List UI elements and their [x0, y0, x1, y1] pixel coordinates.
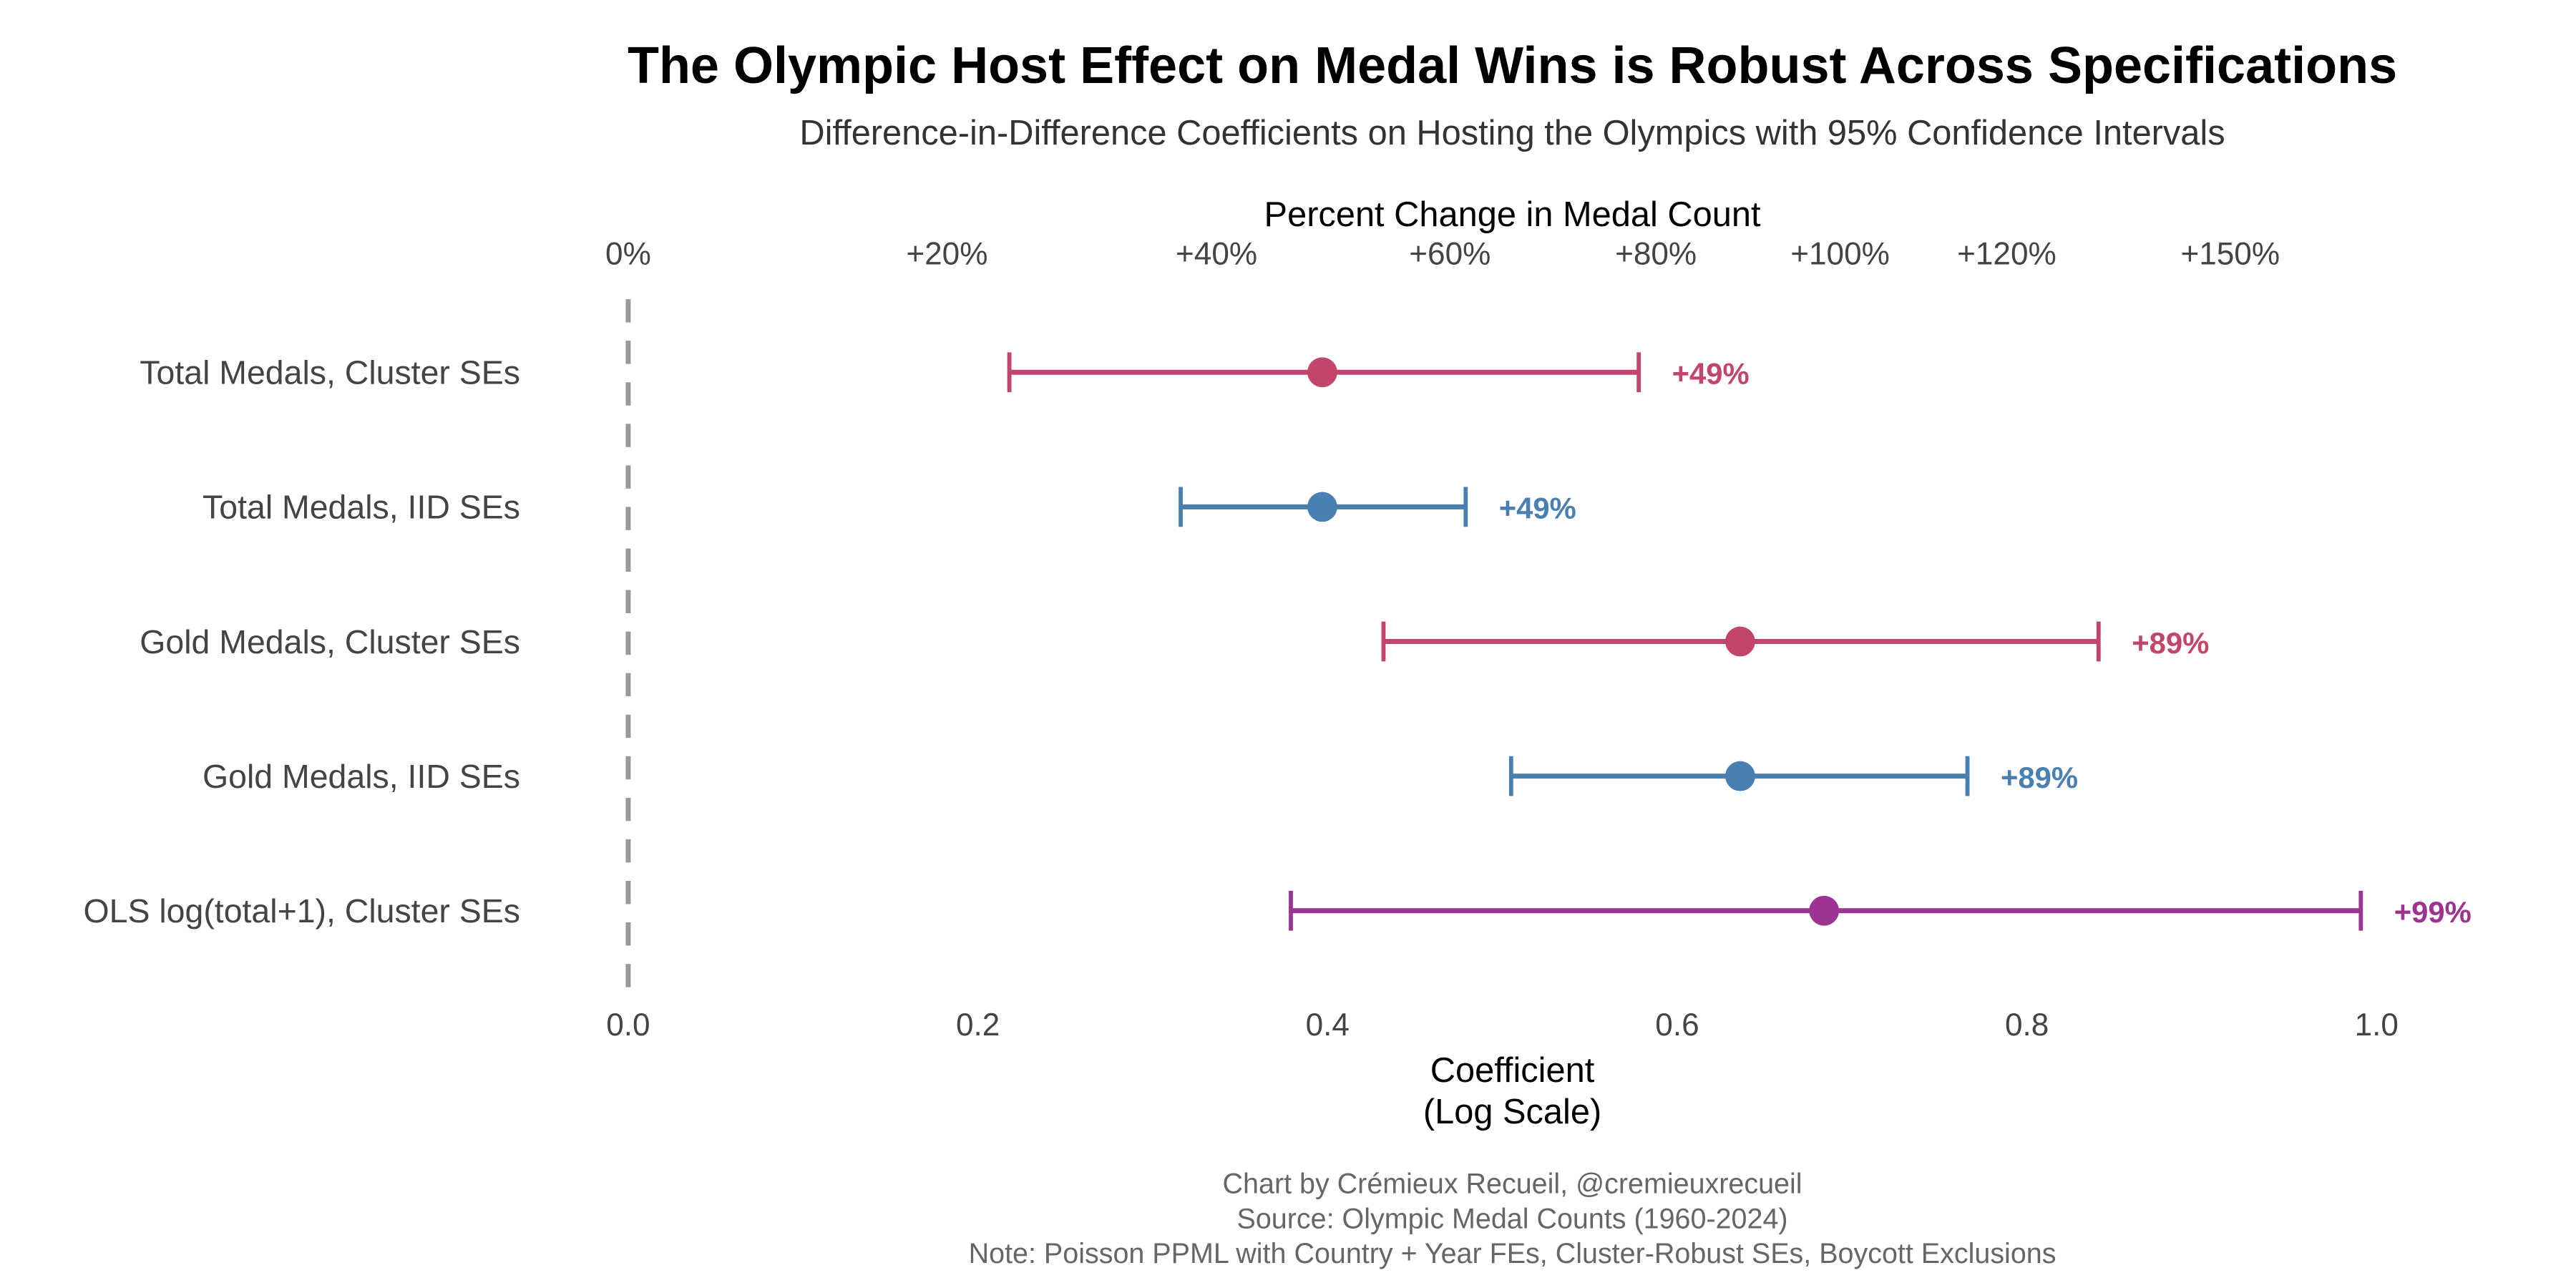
x-tick-label: 0.2	[956, 1008, 1000, 1043]
x-tick-label: 0.4	[1306, 1008, 1350, 1043]
estimate-row: OLS log(total+1), Cluster SEs +99%	[84, 890, 2472, 931]
x-axis-title-line2: (Log Scale)	[1423, 1093, 1601, 1131]
row-label: Gold Medals, Cluster SEs	[140, 623, 520, 660]
point-estimate	[1725, 626, 1755, 657]
effect-label: +49%	[1499, 492, 1576, 525]
x-axis-title-line1: Coefficient	[1430, 1051, 1595, 1090]
top-tick-label: +20%	[906, 236, 987, 271]
x-tick-label: 1.0	[2355, 1008, 2399, 1043]
caption-source: Source: Olympic Medal Counts (1960-2024)	[1237, 1203, 1788, 1234]
chart-subtitle: Difference-in-Difference Coefficients on…	[799, 114, 2225, 152]
top-tick-label: +150%	[2180, 236, 2280, 271]
estimate-row: Gold Medals, Cluster SEs +89%	[140, 621, 2209, 662]
row-label: Gold Medals, IID SEs	[203, 758, 520, 795]
top-tick-label: +100%	[1790, 236, 1890, 271]
caption-credit: Chart by Crémieux Recueil, @cremieuxrecu…	[1223, 1169, 1802, 1200]
top-tick-label: +40%	[1176, 236, 1257, 271]
row-label: OLS log(total+1), Cluster SEs	[84, 892, 520, 930]
estimate-row: Total Medals, IID SEs +49%	[203, 487, 1576, 527]
effect-label: +89%	[2001, 761, 2078, 794]
point-estimate	[1725, 761, 1755, 791]
effect-label: +89%	[2132, 626, 2209, 660]
top-tick-label: 0%	[605, 236, 651, 271]
x-tick-label: 0.8	[2005, 1008, 2049, 1043]
x-tick-label: 0.6	[1655, 1008, 1699, 1043]
effect-label: +99%	[2394, 895, 2472, 929]
x-axis-ticks: 0.0 0.2 0.4 0.6 0.8 1.0	[606, 1008, 2399, 1043]
estimates: Total Medals, Cluster SEs +49%Total Medal…	[84, 352, 2472, 931]
top-axis-ticks: 0% +20% +40% +60% +80% +100% +120% +150%	[605, 236, 2280, 271]
estimate-row: Gold Medals, IID SEs +89%	[203, 756, 2078, 796]
top-tick-label: +60%	[1409, 236, 1491, 271]
caption-note: Note: Poisson PPML with Country + Year F…	[969, 1238, 2057, 1269]
point-estimate	[1809, 895, 1840, 926]
top-tick-label: +80%	[1615, 236, 1697, 271]
chart-title: The Olympic Host Effect on Medal Wins is…	[628, 37, 2397, 94]
top-axis-title: Percent Change in Medal Count	[1264, 195, 1761, 234]
x-tick-label: 0.0	[606, 1008, 650, 1043]
point-estimate	[1307, 492, 1337, 522]
row-label: Total Medals, Cluster SEs	[140, 354, 520, 391]
top-tick-label: +120%	[1957, 236, 2057, 271]
point-estimate	[1307, 357, 1337, 388]
row-label: Total Medals, IID SEs	[203, 489, 520, 526]
effect-label: +49%	[1672, 357, 1750, 391]
estimate-row: Total Medals, Cluster SEs +49%	[140, 352, 1750, 393]
